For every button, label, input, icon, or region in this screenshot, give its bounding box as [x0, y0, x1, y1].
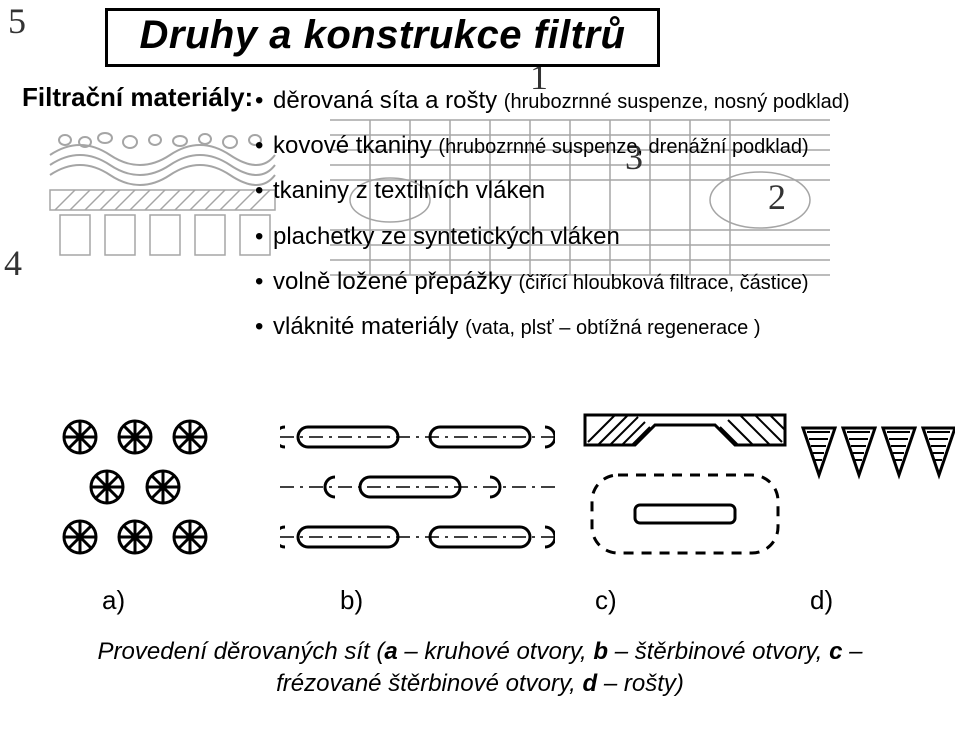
bullet-item: tkaniny z textilních vláken [255, 172, 915, 209]
subheading: Filtrační materiály: [22, 82, 253, 113]
bullet-note: (hrubozrnné suspenze, drenážní podklad) [438, 136, 808, 158]
bg-callout-5: 5 [8, 0, 26, 42]
bullet-note: (vata, plsť – obtížná regenerace ) [465, 317, 760, 339]
caption-text: – rošty) [597, 670, 684, 697]
caption-bold-c: c [829, 638, 842, 665]
bullet-main: děrovaná síta a rošty [273, 87, 504, 114]
bullet-list: děrovaná síta a rošty (hrubozrnné suspen… [255, 82, 915, 353]
bg-callout-4: 4 [4, 242, 22, 284]
bullet-item: vláknité materiály (vata, plsť – obtížná… [255, 308, 915, 345]
caption-text: – kruhové otvory, [398, 638, 594, 665]
figure-b [280, 415, 555, 570]
figure-letter-a: a) [102, 585, 125, 616]
bullet-main: plachetky ze syntetických vláken [273, 223, 620, 250]
bullet-item: děrovaná síta a rošty (hrubozrnné suspen… [255, 82, 915, 119]
title-frame: Druhy a konstrukce filtrů [105, 8, 660, 67]
bullet-note: (hrubozrnné suspenze, nosný podklad) [504, 91, 850, 113]
caption-bold-d: d [583, 670, 598, 697]
figure-d [800, 425, 955, 520]
caption-bold-a: a [384, 638, 397, 665]
bullet-item: volně ložené přepážky (čiřící hloubková … [255, 263, 915, 300]
bullet-main: tkaniny z textilních vláken [273, 177, 545, 204]
bullet-main: volně ložené přepážky [273, 268, 518, 295]
figure-caption: Provedení děrovaných sít (a – kruhové ot… [60, 636, 900, 701]
caption-bold-b: b [593, 638, 608, 665]
figure-letter-b: b) [340, 585, 363, 616]
page-title: Druhy a konstrukce filtrů [140, 13, 626, 57]
bullet-item: plachetky ze syntetických vláken [255, 218, 915, 255]
figure-a [55, 415, 230, 570]
caption-text: – štěrbinové otvory, [608, 638, 829, 665]
figure-letter-c: c) [595, 585, 617, 616]
figures-row [55, 405, 905, 575]
bullet-item: kovové tkaniny (hrubozrnné suspenze, dre… [255, 127, 915, 164]
figure-c [580, 410, 790, 575]
bullet-note: (čiřící hloubková filtrace, částice) [518, 272, 808, 294]
figure-letter-d: d) [810, 585, 833, 616]
bullet-main: kovové tkaniny [273, 132, 438, 159]
bullet-main: vláknité materiály [273, 313, 465, 340]
caption-text: Provedení děrovaných sít ( [98, 638, 385, 665]
